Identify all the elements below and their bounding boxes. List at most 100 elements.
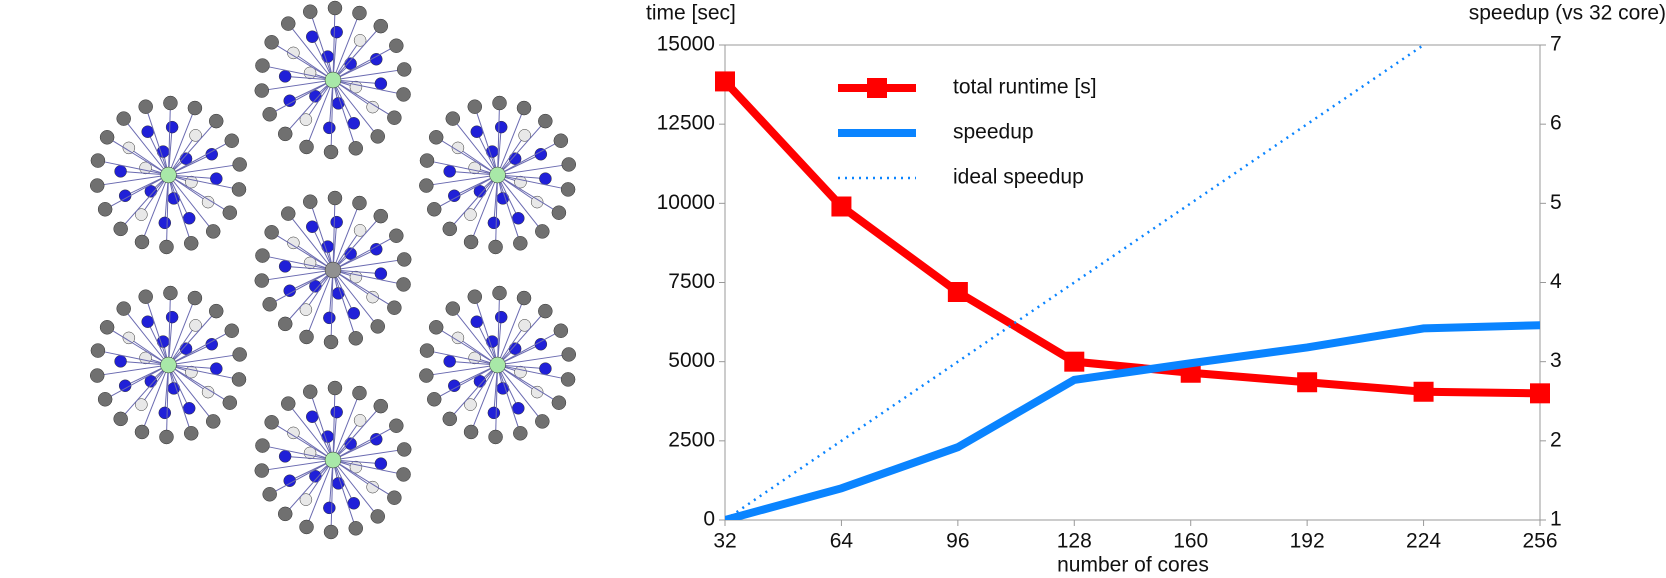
bond (167, 103, 171, 176)
y2-tick-label: 6 (1550, 112, 1562, 135)
atom (159, 429, 174, 445)
bond (106, 326, 169, 366)
atom (347, 117, 361, 130)
legend-label: total runtime [s] (953, 76, 1097, 99)
atom (210, 362, 223, 375)
atom (208, 303, 224, 319)
atom (489, 166, 506, 184)
marker (715, 71, 735, 92)
bond (168, 364, 214, 422)
bond (497, 174, 543, 232)
bond (167, 174, 192, 244)
bond (497, 163, 569, 176)
bond (284, 79, 334, 135)
atom (534, 147, 548, 161)
atom (205, 337, 218, 351)
atom (89, 178, 105, 193)
atom (323, 144, 339, 160)
atom (560, 182, 576, 197)
atom (442, 221, 458, 237)
atom (553, 133, 569, 148)
atom (299, 493, 313, 506)
atom (255, 248, 270, 263)
bond (497, 120, 546, 176)
atom (299, 519, 314, 535)
atom (201, 195, 215, 209)
series-line (725, 321, 1540, 520)
bond (433, 174, 498, 210)
bond (332, 25, 382, 81)
atom (302, 384, 318, 399)
atom (396, 467, 411, 482)
bond (332, 79, 357, 149)
atom (561, 347, 577, 362)
bond (97, 174, 169, 187)
bond (287, 213, 334, 271)
atom (396, 87, 411, 102)
atom (442, 411, 458, 427)
atom (122, 141, 136, 155)
atom (280, 206, 296, 221)
bond (332, 79, 404, 95)
bond (497, 364, 543, 422)
bond (262, 255, 334, 271)
atom (419, 343, 435, 358)
bond (474, 106, 499, 176)
atom (324, 261, 342, 279)
atom (90, 153, 106, 168)
atom (428, 130, 444, 145)
bond (433, 364, 498, 400)
atom (327, 190, 343, 206)
atom (280, 16, 296, 31)
bond (426, 160, 498, 176)
bond (261, 79, 334, 92)
bond (145, 296, 169, 366)
bond (262, 445, 334, 461)
atom (141, 125, 154, 138)
bond (332, 8, 336, 81)
plot-frame (724, 44, 1541, 521)
bond (306, 459, 334, 528)
marker (1064, 351, 1085, 372)
atom (182, 212, 196, 225)
atom (299, 139, 314, 155)
atom (299, 113, 313, 126)
bond (332, 459, 395, 499)
bond (497, 364, 569, 380)
atom (489, 356, 506, 374)
atom (262, 107, 277, 122)
atom (426, 202, 442, 217)
atom (374, 267, 388, 280)
atom (189, 129, 202, 142)
atom (134, 424, 150, 440)
atom (163, 95, 178, 111)
atom (90, 343, 106, 358)
bond (332, 215, 382, 271)
atom (353, 34, 367, 47)
atom (538, 113, 553, 129)
bond (97, 160, 169, 176)
bond (269, 79, 334, 115)
atom (443, 165, 456, 178)
atom (330, 215, 343, 229)
bond (497, 103, 501, 176)
atom (419, 153, 435, 168)
bond (426, 364, 498, 377)
atom (160, 356, 177, 374)
bond (104, 364, 169, 400)
bond (449, 364, 498, 420)
bond (435, 326, 498, 366)
bond (332, 269, 379, 327)
x-tick-label: 96 (946, 530, 969, 553)
marker (1297, 372, 1318, 393)
x-tick-label: 32 (713, 530, 736, 553)
series-line (725, 78, 1540, 398)
bond (474, 296, 499, 366)
atom (287, 236, 300, 250)
atom (114, 355, 127, 368)
bond (332, 198, 336, 271)
bond (497, 364, 560, 404)
bond (97, 350, 169, 366)
bond (332, 269, 404, 285)
y-tick-label: 5000 (668, 349, 715, 372)
